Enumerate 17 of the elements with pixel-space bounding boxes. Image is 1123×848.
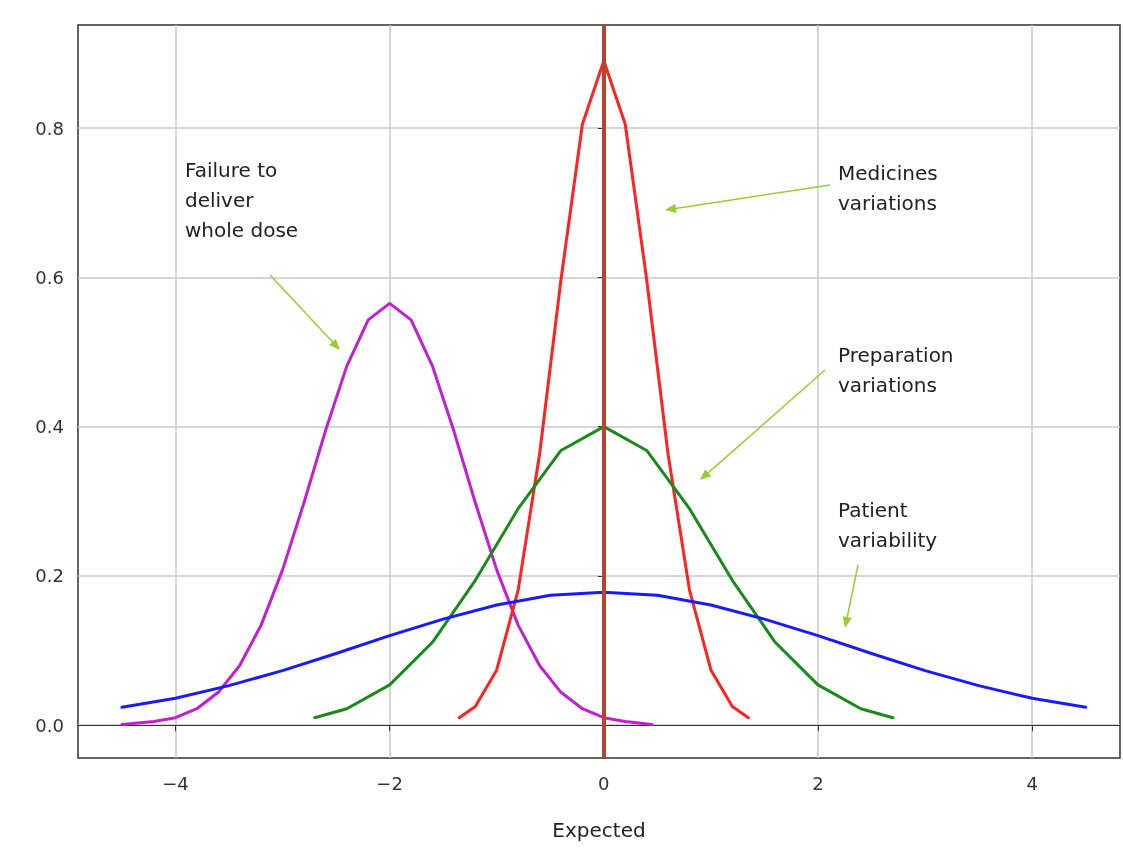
y-tick-label: 0.8 bbox=[35, 117, 64, 139]
line-series bbox=[120, 590, 1088, 709]
x-tick-label: −2 bbox=[376, 772, 403, 794]
annotation: Preparation variations bbox=[838, 343, 960, 397]
x-tick-label: 2 bbox=[812, 772, 824, 794]
x-tick-label: 4 bbox=[1026, 772, 1038, 794]
y-tick-label: 0.4 bbox=[35, 416, 64, 438]
x-axis-title: Expected bbox=[552, 818, 646, 842]
y-tick-label: 0.2 bbox=[35, 565, 64, 587]
annotation: Patient variability bbox=[838, 498, 938, 552]
y-tick-label: 0.6 bbox=[35, 266, 64, 288]
annotation: Failure to deliver whole dose bbox=[185, 158, 299, 242]
line-series bbox=[120, 301, 654, 726]
annotation: Medicines variations bbox=[838, 161, 945, 215]
y-tick-label: 0.0 bbox=[35, 714, 64, 736]
x-tick-label: −4 bbox=[162, 772, 189, 794]
x-tick-label: 0 bbox=[598, 772, 610, 794]
